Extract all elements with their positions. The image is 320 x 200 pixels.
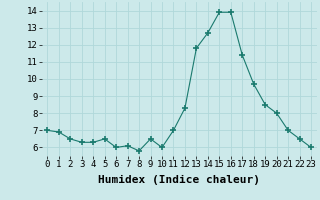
X-axis label: Humidex (Indice chaleur): Humidex (Indice chaleur) [98, 175, 260, 185]
